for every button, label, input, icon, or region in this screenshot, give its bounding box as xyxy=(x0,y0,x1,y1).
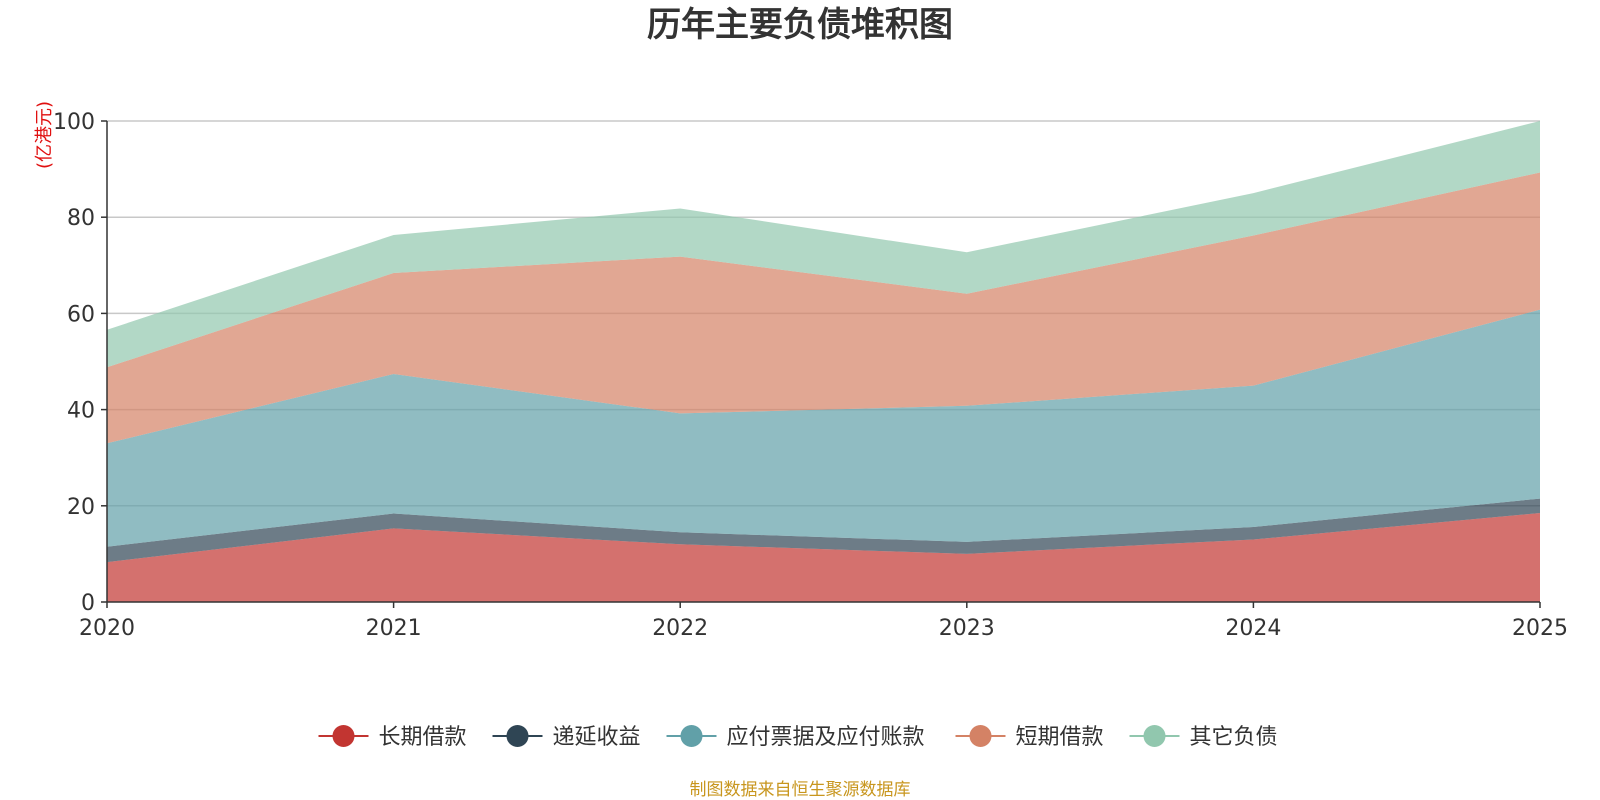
legend-marker-icon-2 xyxy=(680,725,703,747)
legend-item-4: 其它负债 xyxy=(1129,725,1278,750)
legend-label-4: 其它负债 xyxy=(1190,725,1278,750)
legend-label-1: 递延收益 xyxy=(553,725,641,750)
y-tick-label-80: 80 xyxy=(67,206,95,231)
x-tick-label-2023: 2023 xyxy=(939,616,995,641)
x-tick-label-2025: 2025 xyxy=(1512,616,1568,641)
y-tick-label-0: 0 xyxy=(81,591,95,616)
y-tick-label-60: 60 xyxy=(67,302,95,327)
x-tick-label-2024: 2024 xyxy=(1225,616,1281,641)
x-tick-label-2020: 2020 xyxy=(79,616,135,641)
legend-label-0: 长期借款 xyxy=(379,725,467,750)
x-tick-label-2021: 2021 xyxy=(366,616,422,641)
x-tick-label-2022: 2022 xyxy=(652,616,708,641)
legend-item-0: 长期借款 xyxy=(318,725,467,750)
area-series-3 xyxy=(107,172,1540,444)
legend-item-2: 应付票据及应付账款 xyxy=(666,725,925,750)
legend-marker-icon-3 xyxy=(969,725,992,747)
y-tick-label-100: 100 xyxy=(53,110,95,135)
legend-item-3: 短期借款 xyxy=(955,725,1104,750)
legend-marker-icon-1 xyxy=(506,725,529,747)
area-series-4 xyxy=(107,121,1540,368)
y-tick-label-40: 40 xyxy=(67,399,95,424)
legend-label-2: 应付票据及应付账款 xyxy=(727,725,925,750)
legend-marker-icon-0 xyxy=(332,725,355,747)
legend-item-1: 递延收益 xyxy=(492,725,641,750)
y-tick-label-20: 20 xyxy=(67,495,95,520)
chart-title: 历年主要负债堆积图 xyxy=(647,5,953,45)
axes: 0 20 40 60 80 100 2020 2021 2022 2023 2024 2025 xyxy=(53,110,1568,641)
legend-marker-icon-4 xyxy=(1143,725,1166,747)
area-series-1 xyxy=(107,498,1540,563)
area-series-0 xyxy=(107,513,1540,602)
source-note: 制图数据来自恒生聚源数据库 xyxy=(690,780,911,800)
y-axis-unit-label: (亿港元) xyxy=(34,101,55,169)
legend: 长期借款 递延收益 应付票据及应付账款 短期借款 其它负债 xyxy=(318,725,1278,750)
area-series-2 xyxy=(107,309,1540,547)
legend-label-3: 短期借款 xyxy=(1016,725,1104,750)
stacked-areas xyxy=(107,121,1540,602)
